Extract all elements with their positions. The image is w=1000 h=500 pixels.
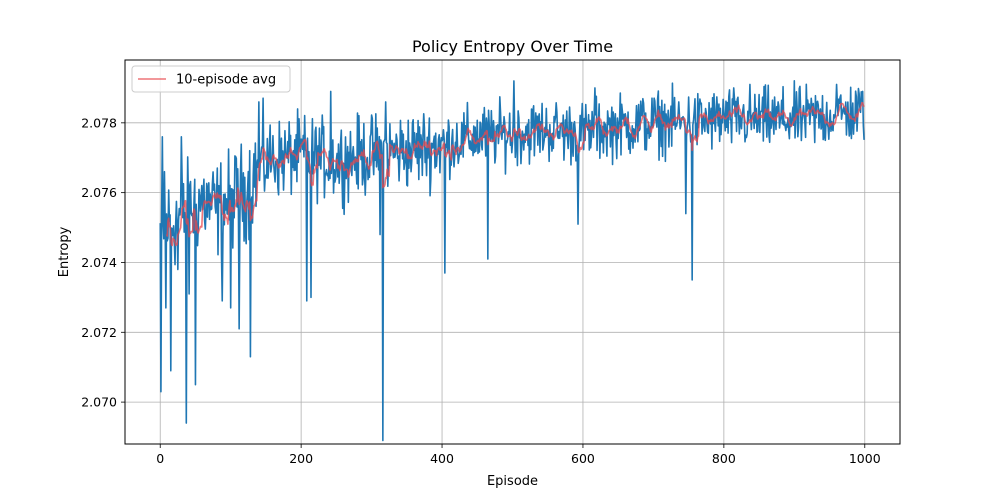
legend-box <box>131 65 291 93</box>
x-tick-label: 200 <box>289 451 313 466</box>
x-tick-label: 400 <box>430 451 454 466</box>
axis-ticks: 0 200 400 600 800 1000 2.070 2.072 2.074 2.076 2.0… <box>81 115 881 466</box>
x-tick-label: 800 <box>712 451 736 466</box>
rolling-average-line <box>165 101 865 247</box>
x-tick-label: 600 <box>571 451 595 466</box>
y-axis-label: Entropy <box>57 226 72 277</box>
x-tick-label: 0 <box>156 451 164 466</box>
y-tick-label: 2.072 <box>81 325 117 340</box>
y-tick-label: 2.076 <box>81 185 117 200</box>
y-tick-label: 2.070 <box>81 395 117 410</box>
data-series <box>159 79 865 442</box>
y-tick-label: 2.078 <box>81 115 117 130</box>
x-tick-label: 1000 <box>849 451 881 466</box>
x-axis-label: Episode <box>487 474 538 489</box>
legend: 10-episode avg <box>131 65 291 93</box>
plot-frame <box>124 59 901 445</box>
y-tick-label: 2.074 <box>81 255 117 270</box>
legend-label: 10-episode avg <box>176 73 276 88</box>
raw-entropy-line <box>159 79 865 442</box>
chart-title: Policy Entropy Over Time <box>412 37 613 56</box>
